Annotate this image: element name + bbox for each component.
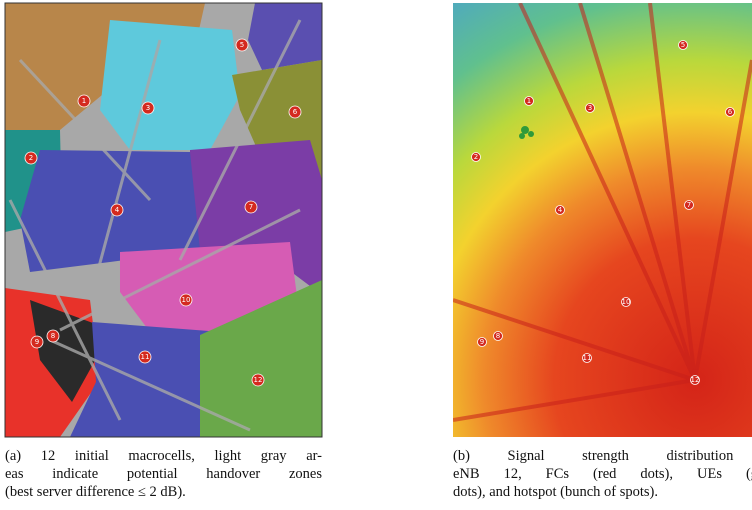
- marker-label: 2: [474, 153, 478, 161]
- marker-label: 5: [681, 41, 685, 49]
- macrocell-map: [5, 3, 322, 437]
- marker-label: 4: [115, 206, 120, 214]
- marker-label: 6: [728, 108, 733, 116]
- marker-label: 2: [29, 154, 33, 162]
- caption-line: (b) Signal strength distribution of: [453, 447, 752, 465]
- marker-label: 1: [82, 97, 86, 105]
- marker-label: 7: [687, 201, 691, 209]
- marker-label: 8: [51, 332, 55, 340]
- marker-label: 1: [527, 97, 531, 105]
- marker-label: 9: [35, 338, 39, 346]
- marker-label: 3: [588, 104, 592, 112]
- marker-label: 5: [240, 41, 244, 49]
- signal-map: [453, 3, 752, 437]
- marker-label: 11: [141, 353, 150, 361]
- caption-line: dots), and hotspot (bunch of spots).: [453, 483, 752, 501]
- marker-label: 10: [182, 296, 191, 304]
- caption-line: eNB 12, FCs (red dots), UEs (green: [453, 465, 752, 483]
- marker-label: 6: [293, 108, 298, 116]
- marker-label: 7: [249, 203, 253, 211]
- marker-label: 3: [146, 104, 150, 112]
- caption-line: (a) 12 initial macrocells, light gray ar…: [5, 447, 322, 465]
- marker-label: 11: [583, 354, 592, 362]
- marker-label: 12: [254, 376, 263, 384]
- caption: (a) 12 initial macrocells, light gray ar…: [5, 447, 322, 501]
- caption-line: eas indicate potential handover zones: [5, 465, 322, 483]
- marker-label: 8: [496, 332, 500, 340]
- marker-label: 12: [691, 376, 700, 384]
- marker-label: 4: [558, 206, 563, 214]
- figure: {"panel_a": {"markers": ["1","2","3","4"…: [0, 0, 752, 510]
- marker-label: 9: [480, 338, 484, 346]
- caption-line: (best server difference ≤ 2 dB).: [5, 483, 322, 501]
- marker-label: 10: [622, 298, 631, 306]
